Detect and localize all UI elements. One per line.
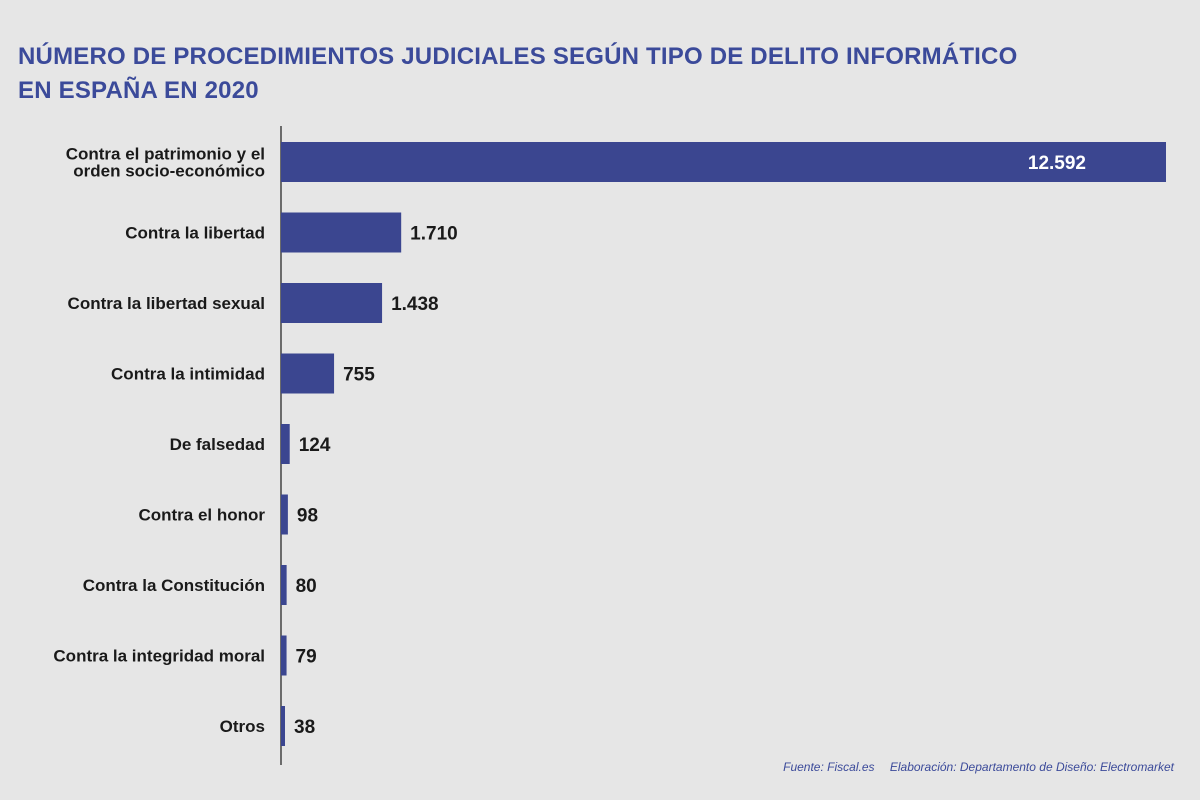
- source-note: Fuente: Fiscal.es Elaboración: Departame…: [783, 760, 1174, 774]
- value-label-5: 98: [297, 506, 318, 527]
- value-label-7: 79: [296, 647, 317, 668]
- category-label-0-line-1: orden socio-económico: [73, 162, 265, 181]
- value-label-8: 38: [294, 717, 315, 738]
- chart-title: NÚMERO DE PROCEDIMIENTOS JUDICIALES SEGÚ…: [18, 40, 1168, 108]
- bar-7: [281, 635, 287, 676]
- value-label-0: 12.592: [1028, 153, 1086, 174]
- bar-4: [281, 424, 290, 464]
- bar-0: [281, 142, 1166, 182]
- category-label-8: Otros: [220, 717, 265, 736]
- category-label-6: Contra la Constitución: [83, 576, 265, 595]
- bar-5: [281, 494, 288, 535]
- category-label-4: De falsedad: [170, 435, 265, 454]
- bar-6: [281, 565, 287, 605]
- value-label-3: 755: [343, 365, 375, 386]
- category-label-0-line-0: Contra el patrimonio y el: [66, 145, 265, 164]
- category-label-7: Contra la integridad moral: [53, 647, 265, 666]
- value-label-2: 1.438: [391, 294, 439, 315]
- value-label-6: 80: [296, 576, 317, 597]
- bar-8: [281, 706, 285, 746]
- category-label-5: Contra el honor: [138, 506, 265, 525]
- chart-title-line-1: NÚMERO DE PROCEDIMIENTOS JUDICIALES SEGÚ…: [18, 43, 1018, 70]
- credit-text: Elaboración: Departamento de Diseño: Ele…: [889, 760, 1174, 774]
- category-label-3: Contra la intimidad: [111, 365, 265, 384]
- bar-2: [281, 283, 383, 323]
- bar-3: [281, 353, 335, 394]
- chart-title-line-2: EN ESPAÑA EN 2020: [18, 77, 259, 104]
- category-label-1: Contra la libertad: [125, 224, 265, 243]
- value-label-4: 124: [299, 435, 331, 456]
- value-label-1: 1.710: [410, 224, 458, 245]
- source-text: Fuente: Fiscal.es: [783, 760, 875, 774]
- category-label-2: Contra la libertad sexual: [68, 294, 265, 313]
- bar-1: [281, 212, 402, 253]
